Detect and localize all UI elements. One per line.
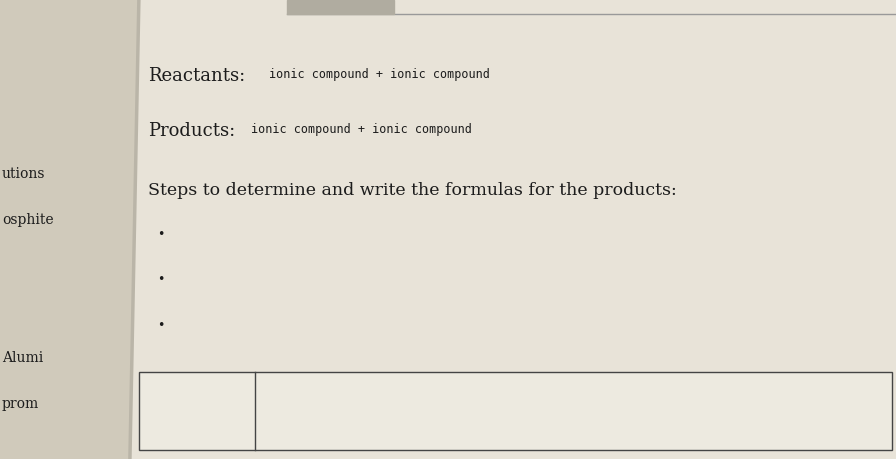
Bar: [287, 0, 394, 14]
Text: ionic compound + ionic compound: ionic compound + ionic compound: [269, 68, 490, 81]
Text: Steps to determine and write the formulas for the products:: Steps to determine and write the formula…: [148, 182, 676, 199]
Bar: [139, 372, 892, 450]
Text: utions: utions: [2, 168, 46, 181]
Text: Reactants:: Reactants:: [148, 67, 246, 85]
Text: •: •: [157, 274, 164, 286]
Polygon shape: [0, 0, 139, 459]
Text: Alumi: Alumi: [2, 351, 43, 365]
Text: ionic compound + ionic compound: ionic compound + ionic compound: [251, 123, 472, 136]
Text: •: •: [157, 319, 164, 332]
Text: osphite: osphite: [2, 213, 54, 227]
Text: prom: prom: [2, 397, 39, 411]
Text: •: •: [157, 228, 164, 241]
Text: Products:: Products:: [148, 122, 235, 140]
